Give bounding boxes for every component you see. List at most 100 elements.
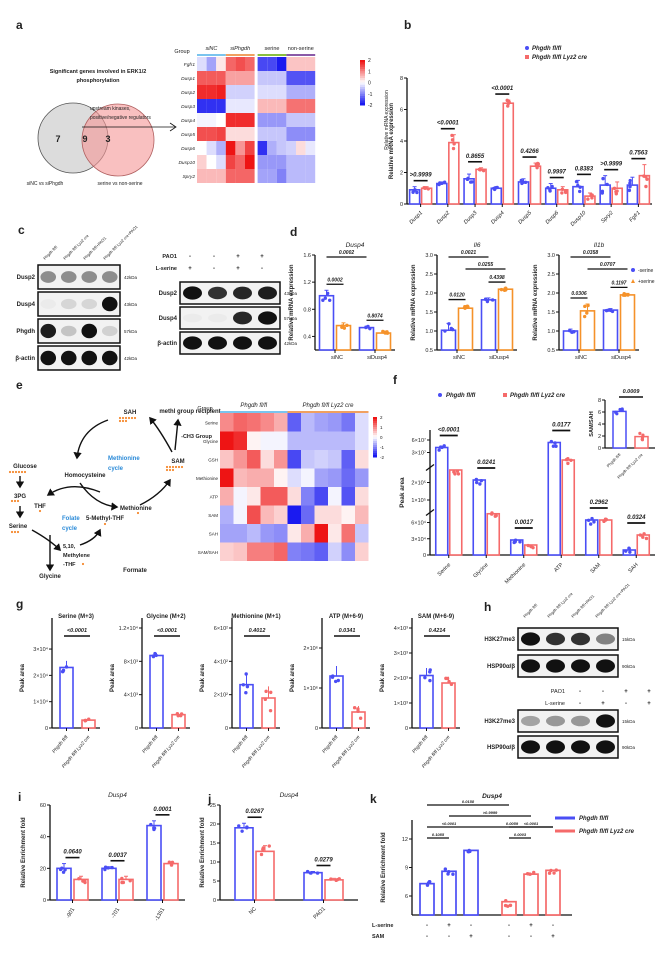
y-tick-label: 6×10² [214,626,228,632]
heatmap-row-label: Dusp10 [178,160,195,166]
heatmap-cell [216,99,226,113]
condition-value: + [529,923,533,929]
blot-frame [37,264,121,290]
data-point [444,676,448,681]
data-point [450,133,454,138]
blot-band [208,286,227,300]
heatmap-cell [287,487,301,506]
heatmap-cell [341,505,355,524]
blot-band [183,314,202,323]
venn-annotation: positive/negative regulators [90,115,151,121]
inset-data-point [614,410,618,414]
data-point [479,478,484,483]
heatmap-group-name: siPhgdh [230,46,250,52]
heatmap-cell [257,127,268,141]
bar [472,479,487,556]
data-point [550,184,554,189]
data-point [576,183,580,188]
color-scale-tick: -1 [368,92,373,98]
data-point [151,654,156,658]
color-scale-segment [360,80,365,83]
heatmap-cell [276,57,287,71]
y-tick-label: 0 [225,726,228,732]
heatmap-cell [267,99,277,113]
bar [234,826,254,901]
heatmap-cell [301,505,315,524]
blot-band [81,271,98,283]
node-glycine: Glycine [39,574,61,580]
p-value-label: 0.0640 [63,850,82,856]
heatmap-cell [355,524,369,543]
data-point [552,871,556,875]
inset-y-tick-label: 4 [598,422,601,428]
data-point [331,674,335,678]
data-point [642,532,646,536]
color-scale-segment [360,71,365,74]
axis-break-icon [425,508,435,517]
p-value-label: 0.0707 [600,262,616,268]
blot-band [258,311,277,325]
data-point [321,298,325,302]
data-point [240,829,244,833]
chart-title: SAM (M+6-9) [418,614,454,620]
data-point [356,707,360,711]
heatmap-cell [257,71,268,85]
panel-letter-d: d [290,225,298,239]
y-axis-label: Relative mRNA expression [533,264,539,340]
bar [101,867,117,901]
condition-value: - [552,923,554,929]
condition-label: L-serine [545,701,565,707]
data-point [244,672,248,676]
data-point [328,298,332,303]
heatmap-cell [305,113,316,127]
bar [448,141,460,205]
x-tick-label: Dusp5 [517,210,533,226]
heatmap-row-label: Dusp1 [181,76,195,82]
bar [149,654,164,729]
y-tick-label: 12 [402,837,408,843]
heatmap-cell [276,99,287,113]
heatmap-cell [328,450,342,469]
bar [475,168,487,205]
heatmap-cell [235,99,245,113]
heatmap-cell [233,505,247,524]
methionine-cycle-label: cycle [108,466,124,472]
data-point [583,304,587,309]
bar [463,849,479,916]
heatmap-cell [247,468,261,487]
data-point [179,713,183,718]
bar [448,469,463,556]
p-value-label: 0.4012 [249,628,266,634]
heatmap-cell [274,450,288,469]
data-point [467,848,471,853]
abundance-dot [81,562,85,566]
panel-letter-a: a [16,18,23,32]
y-axis-label: Relative Enrichment fold [381,832,387,903]
panel-letter-h: h [484,600,492,614]
heatmap-row-label: Fgfr1 [184,62,196,68]
data-point [61,669,65,674]
heatmap-cell [216,127,226,141]
data-point [154,653,158,658]
bar [351,711,366,729]
data-point [602,519,606,524]
blot-band [233,336,252,350]
blot-band [60,350,77,366]
data-point [309,871,313,875]
inset-y-tick-label: 0 [598,446,601,452]
condition-value: - [448,934,450,940]
blot-kda-label: 90kDa [622,745,636,750]
y-tick-label: 0.4 [303,334,311,340]
heatmap-cell [245,71,255,85]
heatmap-cell [245,155,255,169]
data-point [586,303,590,308]
legend-marker-ko [525,55,529,59]
venn-circle-right [81,103,155,177]
bar [440,329,457,351]
x-tick-label: Phgdh fl/fl [51,734,70,755]
y-tick-label: 0.5 [425,348,433,354]
p-value-label: 0.0017 [515,520,534,526]
blot-row-label: HSP90α/β [487,745,515,751]
group-color-bar [197,54,226,56]
blot-band [571,632,590,646]
